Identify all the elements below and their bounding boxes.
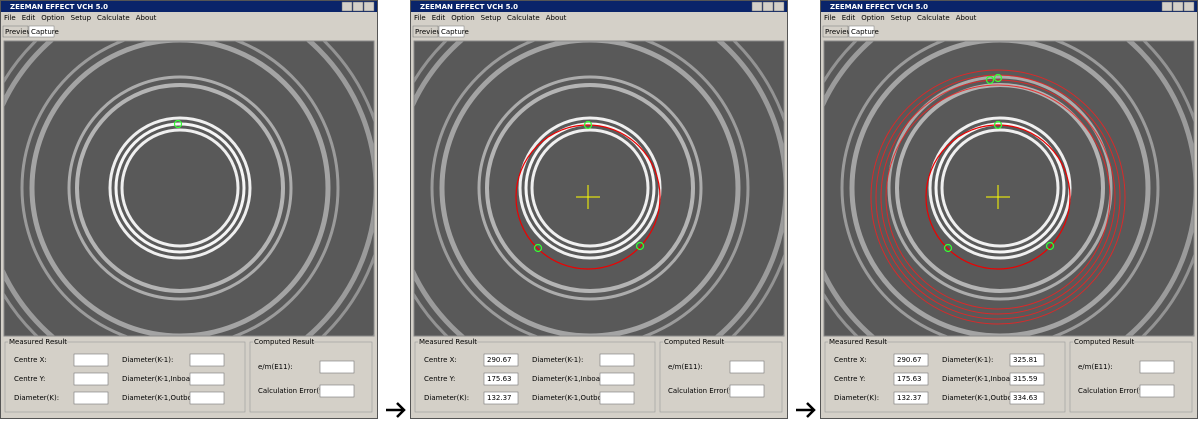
menu-item[interactable]: Edit — [22, 14, 36, 22]
field-value: 290.67 — [487, 356, 512, 364]
app-window: ZEEMAN EFFECT VCH 5.0 File Edit Option Setup… — [820, 0, 1198, 419]
arrow — [384, 400, 408, 420]
field-label: Centre X: — [834, 356, 867, 364]
menu-item[interactable]: About — [136, 14, 157, 22]
group-title: Measured Result — [9, 338, 67, 346]
field-value: 325.81 — [1013, 356, 1038, 364]
tab-label[interactable]: Capture — [31, 28, 59, 36]
field-label: Diameter(K): — [834, 394, 879, 402]
window-title: ZEEMAN EFFECT VCH 5.0 — [830, 3, 928, 11]
text-field[interactable] — [1140, 361, 1174, 373]
field-value: 175.63 — [897, 375, 922, 383]
text-field[interactable] — [730, 385, 764, 397]
field-value: 175.63 — [487, 375, 512, 383]
field-label: Diameter(K-1): — [942, 356, 993, 364]
field-label: Centre Y: — [424, 375, 455, 383]
menu-item[interactable]: File — [4, 14, 16, 22]
text-field[interactable] — [600, 354, 634, 366]
menu-item[interactable]: File — [824, 14, 836, 22]
field-label: e/m(E11): — [258, 363, 293, 371]
title-button-min[interactable] — [752, 2, 762, 11]
menu-item[interactable]: Edit — [842, 14, 856, 22]
field-value: 132.37 — [897, 394, 922, 402]
text-field[interactable] — [190, 373, 224, 385]
window-title: ZEEMAN EFFECT VCH 5.0 — [10, 3, 108, 11]
text-field[interactable] — [1140, 385, 1174, 397]
menu-item[interactable]: About — [546, 14, 567, 22]
tab-label[interactable]: Preview — [5, 28, 33, 36]
field-value: 290.67 — [897, 356, 922, 364]
title-button-max[interactable] — [353, 2, 363, 11]
title-button-close[interactable] — [364, 2, 374, 11]
text-field[interactable] — [600, 392, 634, 404]
group-title: Computed Result — [1074, 338, 1134, 346]
text-field[interactable] — [74, 354, 108, 366]
arrow — [794, 400, 818, 420]
title-button-min[interactable] — [342, 2, 352, 11]
text-field[interactable] — [190, 354, 224, 366]
group-title: Measured Result — [419, 338, 477, 346]
menu-item[interactable]: Calculate — [917, 14, 950, 22]
tab-label[interactable]: Capture — [851, 28, 879, 36]
text-field[interactable] — [600, 373, 634, 385]
field-value: 334.63 — [1013, 394, 1038, 402]
menu-item[interactable]: Setup — [481, 14, 502, 22]
field-label: Centre X: — [424, 356, 457, 364]
menu-item[interactable]: Edit — [432, 14, 446, 22]
tab-label[interactable]: Preview — [825, 28, 853, 36]
field-label: Diameter(K): — [424, 394, 469, 402]
group-title: Computed Result — [664, 338, 724, 346]
tab-label[interactable]: Capture — [441, 28, 469, 36]
title-button-max[interactable] — [1173, 2, 1183, 11]
menu-item[interactable]: Option — [451, 14, 474, 22]
field-label: Diameter(K): — [14, 394, 59, 402]
field-label: Diameter(K-1): — [532, 356, 583, 364]
menu-item[interactable]: Option — [41, 14, 64, 22]
menu-item[interactable]: File — [414, 14, 426, 22]
title-button-close[interactable] — [774, 2, 784, 11]
group-title: Computed Result — [254, 338, 314, 346]
field-label: Centre Y: — [834, 375, 865, 383]
text-field[interactable] — [74, 392, 108, 404]
title-button-close[interactable] — [1184, 2, 1194, 11]
field-value: 132.37 — [487, 394, 512, 402]
text-field[interactable] — [74, 373, 108, 385]
menu-item[interactable]: Option — [861, 14, 884, 22]
field-label: e/m(E11): — [1078, 363, 1113, 371]
text-field[interactable] — [320, 385, 354, 397]
menu-item[interactable]: Setup — [891, 14, 912, 22]
text-field[interactable] — [320, 361, 354, 373]
field-label: Centre Y: — [14, 375, 45, 383]
tab-label[interactable]: Preview — [415, 28, 443, 36]
field-label: e/m(E11): — [668, 363, 703, 371]
title-button-max[interactable] — [763, 2, 773, 11]
menu-item[interactable]: Calculate — [97, 14, 130, 22]
menu-item[interactable]: Calculate — [507, 14, 540, 22]
menu-item[interactable]: About — [956, 14, 977, 22]
field-label: Centre X: — [14, 356, 47, 364]
field-value: 315.59 — [1013, 375, 1038, 383]
text-field[interactable] — [190, 392, 224, 404]
menu-item[interactable]: Setup — [71, 14, 92, 22]
app-window: ZEEMAN EFFECT VCH 5.0 File Edit Option Setup… — [410, 0, 788, 419]
group-title: Measured Result — [829, 338, 887, 346]
field-label: Diameter(K-1): — [122, 356, 173, 364]
window-title: ZEEMAN EFFECT VCH 5.0 — [420, 3, 518, 11]
screenshot: ZEEMAN EFFECT VCH 5.0 File Edit Option Setup… — [0, 0, 1198, 421]
app-window: ZEEMAN EFFECT VCH 5.0 File Edit Option Setup… — [0, 0, 378, 419]
text-field[interactable] — [730, 361, 764, 373]
title-button-min[interactable] — [1162, 2, 1172, 11]
